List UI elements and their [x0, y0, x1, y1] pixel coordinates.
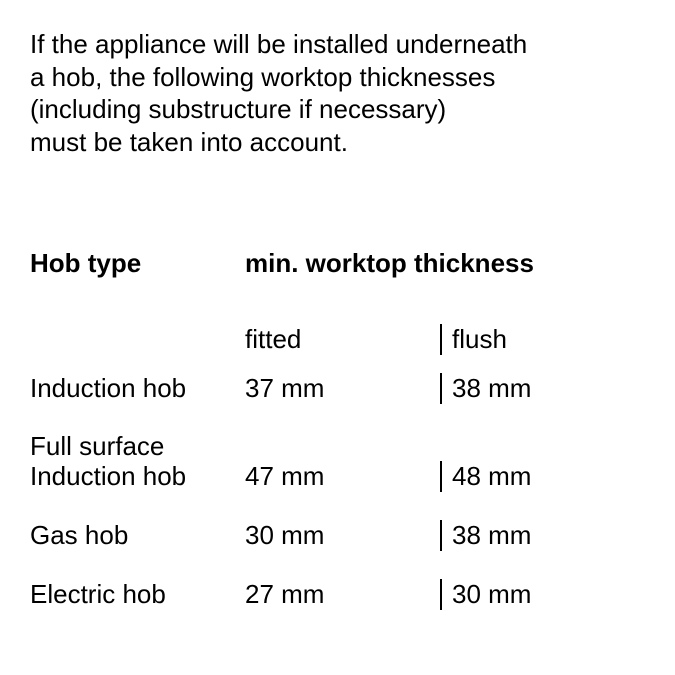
table-header-row: Hob type min. worktop thickness — [30, 248, 645, 279]
fitted-value: 30 mm — [245, 520, 324, 550]
fitted-value: 47 mm — [245, 461, 324, 491]
row-label: Induction hob — [30, 373, 186, 403]
header-thickness: min. worktop thickness — [245, 248, 534, 278]
intro-line: If the appliance will be installed under… — [30, 28, 645, 61]
flush-value: 30 mm — [452, 579, 531, 609]
table-row: Electric hob 27 mm 30 mm — [30, 579, 645, 610]
table-row: Full surface Induction hob 47 mm 48 mm — [30, 432, 645, 492]
flush-value: 38 mm — [452, 520, 531, 550]
row-label: Electric hob — [30, 579, 166, 609]
intro-line: must be taken into account. — [30, 126, 645, 159]
intro-line: a hob, the following worktop thicknesses — [30, 61, 645, 94]
header-hob-type: Hob type — [30, 248, 141, 278]
subheader-flush: flush — [452, 324, 507, 354]
flush-value: 48 mm — [452, 461, 531, 491]
intro-text: If the appliance will be installed under… — [30, 28, 645, 158]
thickness-table: Hob type min. worktop thickness fitted f… — [30, 248, 645, 610]
fitted-value: 37 mm — [245, 373, 324, 403]
table-row: Induction hob 37 mm 38 mm — [30, 373, 645, 404]
intro-line: (including substructure if necessary) — [30, 93, 645, 126]
table-row: Gas hob 30 mm 38 mm — [30, 520, 645, 551]
row-label: Gas hob — [30, 520, 128, 550]
flush-value: 38 mm — [452, 373, 531, 403]
row-label: Full surface Induction hob — [30, 432, 245, 492]
table-subheader-row: fitted flush — [30, 324, 645, 355]
subheader-fitted: fitted — [245, 324, 301, 354]
fitted-value: 27 mm — [245, 579, 324, 609]
